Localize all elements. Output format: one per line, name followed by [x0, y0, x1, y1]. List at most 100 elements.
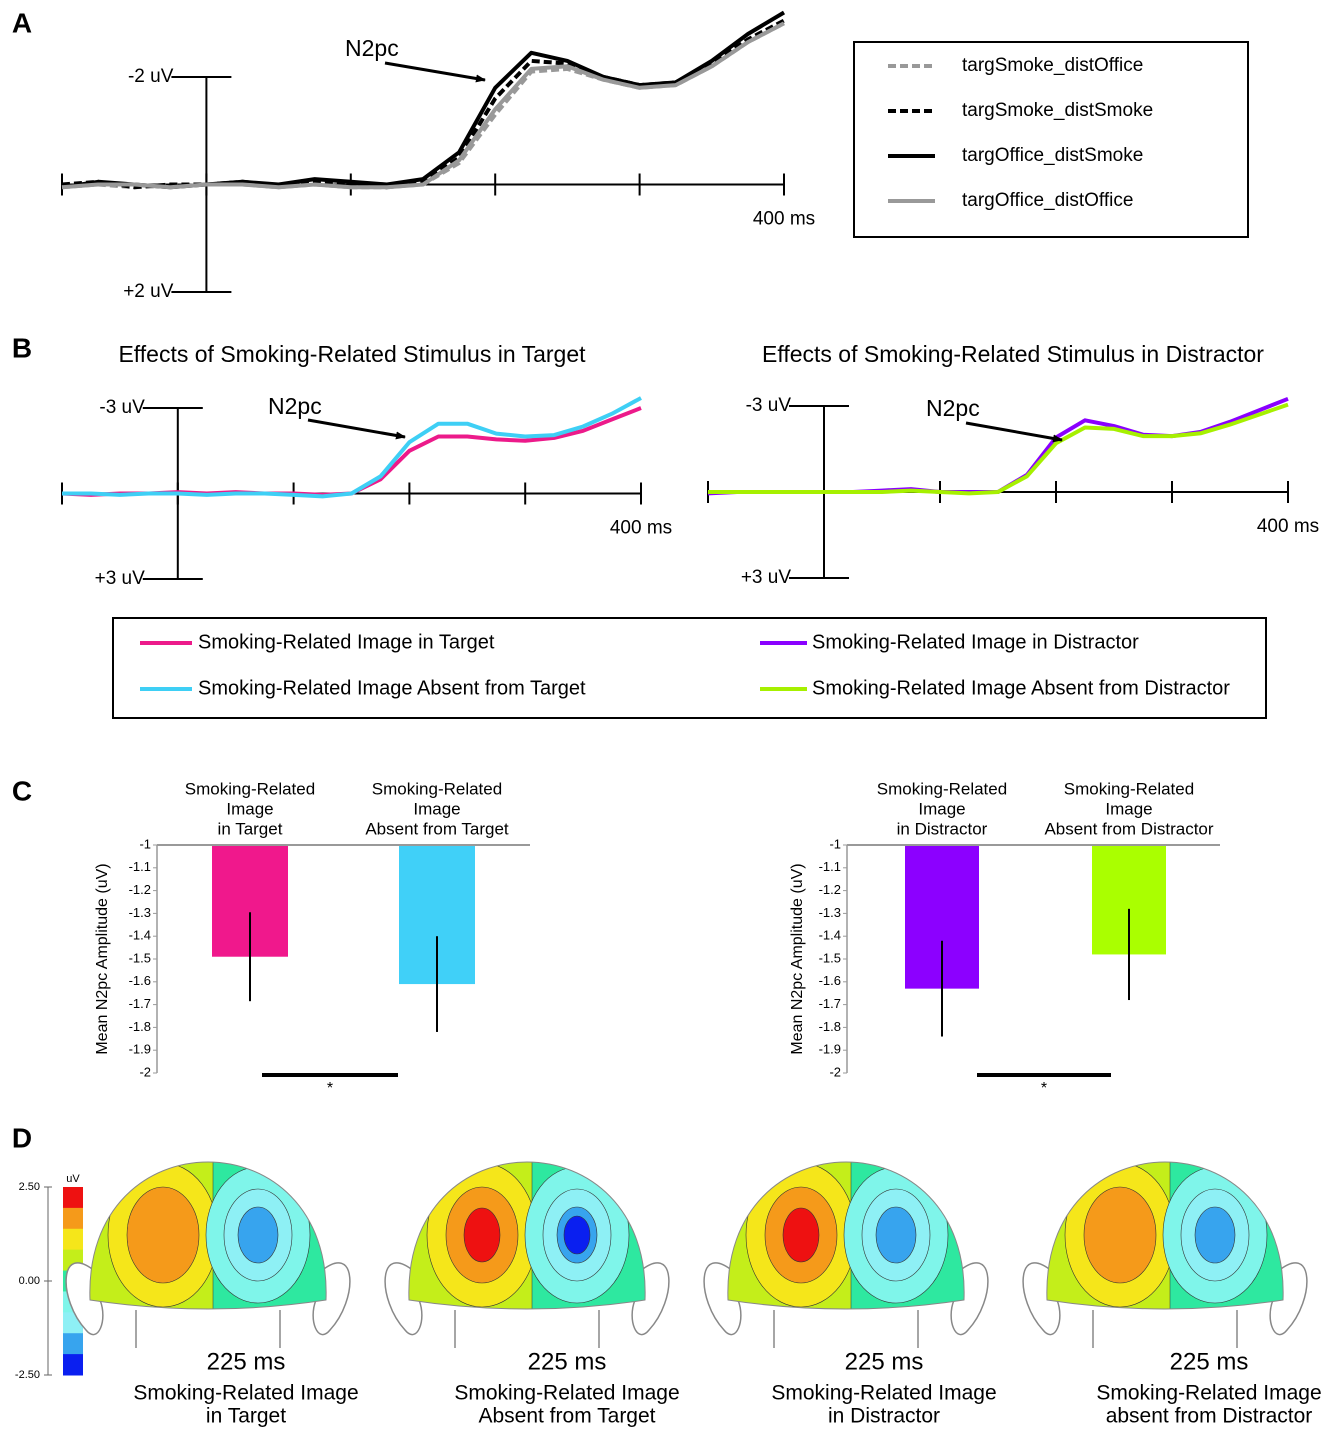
annotation-arrow: [308, 420, 405, 437]
time-label: 225 ms: [528, 1348, 607, 1375]
y-tick-label: -1.8: [819, 1019, 841, 1034]
annotation: N2pc: [268, 393, 322, 419]
map-caption: Smoking-Related Image: [1096, 1382, 1321, 1405]
legend-label: targSmoke_distSmoke: [962, 100, 1153, 121]
map-caption: in Distractor: [828, 1405, 940, 1428]
y-axis-title: Mean N2pc Amplitude (uV): [789, 863, 806, 1054]
category-label: Image: [1105, 799, 1152, 818]
time-label: 225 ms: [845, 1348, 924, 1375]
series-line: [62, 408, 641, 495]
y-tick-label: -1.2: [819, 882, 841, 897]
significance-label: *: [327, 1080, 333, 1097]
y-tick-label: -1.8: [129, 1019, 151, 1034]
series-line: [62, 398, 641, 496]
y-tick-label: -3 uV: [99, 397, 145, 418]
y-tick-label: +3 uV: [95, 568, 146, 589]
y-tick-label: -1.4: [129, 928, 151, 943]
y-tick-label: -1.9: [819, 1042, 841, 1057]
y-tick-label: -2 uV: [128, 66, 174, 87]
y-tick-label: -1: [829, 836, 841, 851]
category-label: in Target: [218, 819, 283, 838]
legend-label: Smoking-Related Image in Target: [198, 631, 495, 653]
chart-title: Effects of Smoking-Related Stimulus in T…: [118, 341, 586, 367]
legend-label: targSmoke_distOffice: [962, 55, 1143, 76]
map-caption: Smoking-Related Image: [771, 1382, 996, 1405]
y-tick-label: -1.5: [129, 950, 151, 965]
contour: [238, 1207, 278, 1263]
time-label: 225 ms: [207, 1348, 286, 1375]
map-caption: in Target: [206, 1405, 286, 1428]
legend-label: Smoking-Related Image Absent from Distra…: [812, 677, 1230, 699]
y-tick-label: -2: [139, 1064, 151, 1079]
annotation-arrow: [385, 63, 485, 80]
y-tick-label: -1.3: [129, 905, 151, 920]
contour: [464, 1208, 500, 1262]
y-tick-label: -1.1: [129, 859, 151, 874]
x-end-label: 400 ms: [610, 518, 672, 539]
contour: [876, 1207, 916, 1263]
category-label: Smoking-Related: [877, 779, 1007, 798]
contour: [783, 1208, 819, 1262]
colorbar-bin: [63, 1208, 83, 1229]
y-tick-label: -1.1: [819, 859, 841, 874]
colorbar-bin: [63, 1333, 83, 1354]
significance-label: *: [1041, 1080, 1047, 1097]
y-tick-label: +3 uV: [741, 567, 792, 588]
colorbar-bin: [63, 1187, 83, 1208]
page: A B C D 400 ms -2 uV +2 uV targSmoke_distOffice…: [0, 0, 1337, 1429]
map-caption: absent from Distractor: [1106, 1405, 1313, 1428]
annotation-arrow: [966, 423, 1062, 440]
map-caption: Smoking-Related Image: [133, 1382, 358, 1405]
map-caption: Absent from Target: [478, 1405, 655, 1428]
contour: [127, 1187, 199, 1283]
y-tick-label: -3 uV: [746, 395, 792, 416]
y-tick-label: -1: [139, 836, 151, 851]
contour: [1195, 1207, 1235, 1263]
colorbar-tick-label: -2.50: [15, 1369, 40, 1381]
y-axis-title: Mean N2pc Amplitude (uV): [94, 863, 111, 1054]
y-tick-label: -1.5: [819, 950, 841, 965]
chart-title: Effects of Smoking-Related Stimulus in D…: [762, 341, 1264, 367]
category-label: Absent from Distractor: [1044, 819, 1213, 838]
y-tick-label: -1.7: [129, 996, 151, 1011]
category-label: Image: [413, 799, 460, 818]
panel-label: D: [12, 1122, 32, 1153]
topomap: [397, 1110, 662, 1330]
series-line: [62, 23, 784, 187]
series-line: [708, 405, 1288, 494]
y-tick-label: -2: [829, 1064, 841, 1079]
colorbar-bin: [63, 1354, 83, 1375]
series-line: [708, 399, 1288, 494]
colorbar-tick-label: 2.50: [19, 1181, 40, 1193]
category-label: Smoking-Related: [185, 779, 315, 798]
series-line: [62, 21, 784, 188]
category-label: in Distractor: [897, 819, 988, 838]
category-label: Smoking-Related: [1064, 779, 1194, 798]
legend-label: Smoking-Related Image Absent from Target: [198, 677, 586, 699]
contour: [564, 1216, 590, 1254]
series-line: [62, 23, 784, 187]
x-end-label: 400 ms: [1257, 516, 1319, 537]
y-tick-label: -1.7: [819, 996, 841, 1011]
panel-label: B: [12, 332, 32, 363]
figure: A B C D 400 ms -2 uV +2 uV targSmoke_distOffice…: [0, 0, 1337, 1429]
y-tick-label: -1.6: [129, 973, 151, 988]
topomap: [78, 1110, 343, 1330]
y-tick-label: -1.6: [819, 973, 841, 988]
category-label: Image: [918, 799, 965, 818]
panel-label: A: [12, 7, 32, 38]
x-end-label: 400 ms: [753, 209, 815, 230]
time-label: 225 ms: [1170, 1348, 1249, 1375]
annotation: N2pc: [345, 35, 399, 61]
legend-label: targOffice_distOffice: [962, 190, 1133, 211]
category-label: Absent from Target: [365, 819, 509, 838]
y-tick-label: -1.2: [129, 882, 151, 897]
panel-label: C: [12, 775, 32, 806]
colorbar-bin: [63, 1229, 83, 1250]
y-tick-label: +2 uV: [123, 281, 174, 302]
legend-label: targOffice_distSmoke: [962, 145, 1143, 166]
topomap: [716, 1110, 981, 1330]
map-caption: Smoking-Related Image: [454, 1382, 679, 1405]
y-tick-label: -1.4: [819, 928, 841, 943]
contour: [1084, 1187, 1156, 1283]
